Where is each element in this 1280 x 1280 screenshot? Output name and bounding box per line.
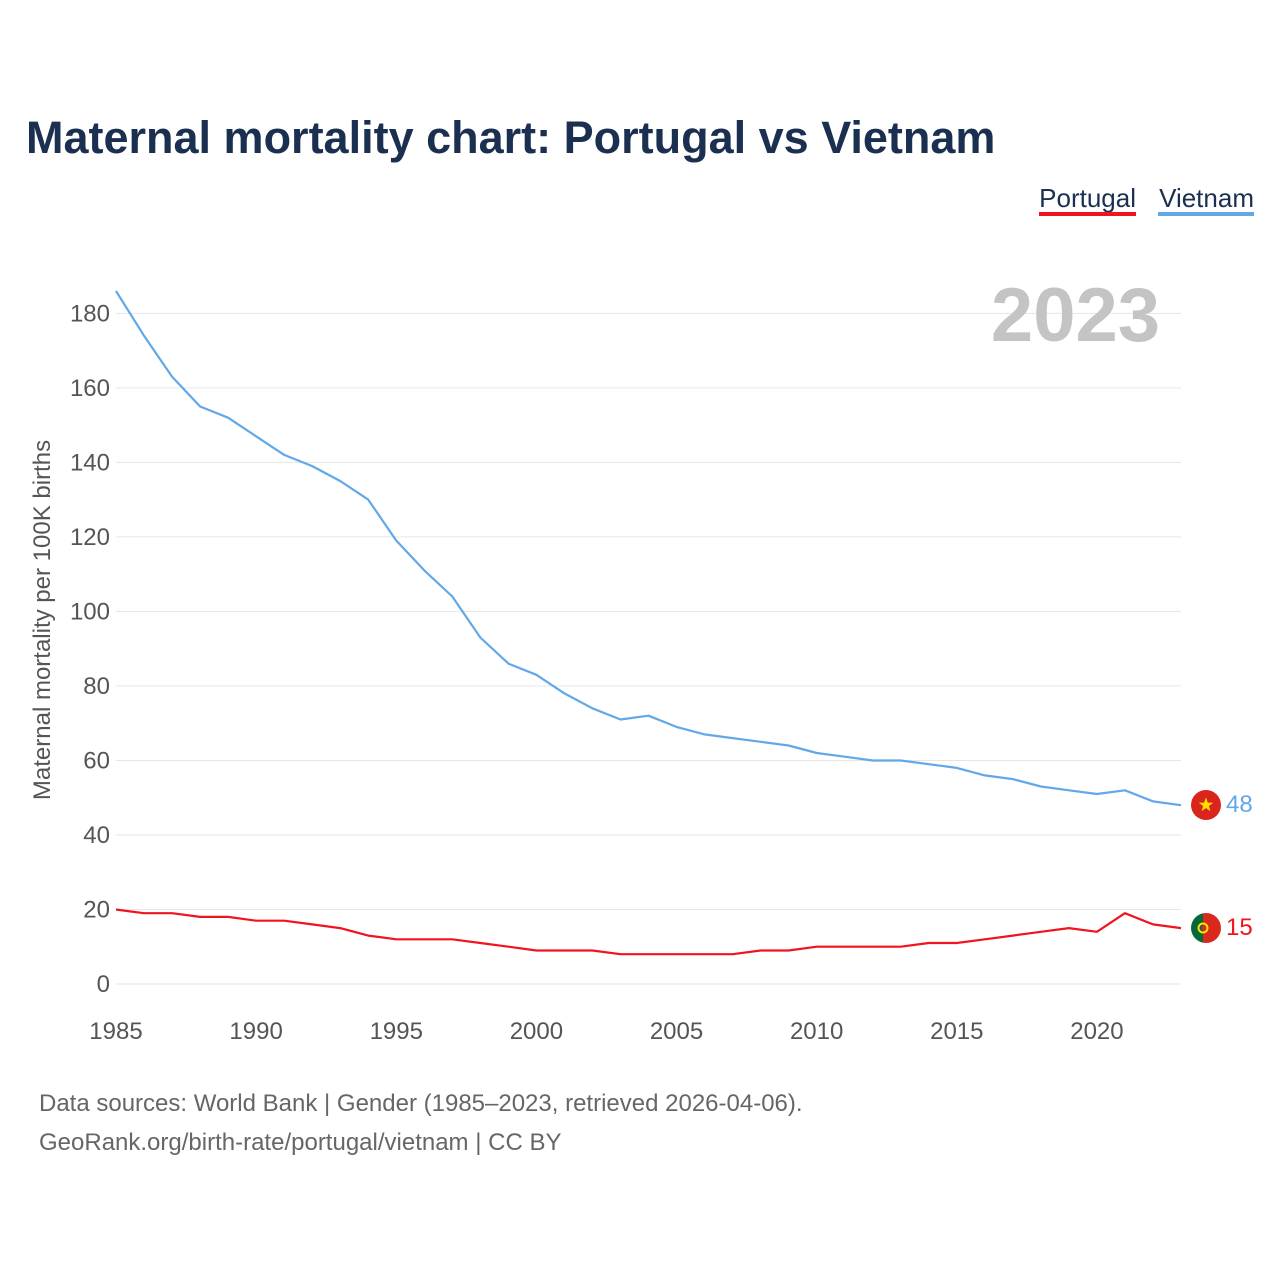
x-axis-ticks: 1985 1990 1995 2000 2005 2010 2015 2020 (89, 1018, 1123, 1045)
y-tick-label: 120 (70, 524, 110, 551)
portugal-end-value: 15 (1226, 914, 1253, 941)
series-line-portugal (115, 908, 1182, 956)
y-tick-label: 180 (70, 300, 110, 327)
y-tick-label: 140 (70, 449, 110, 476)
x-tick-label: 1985 (89, 1018, 142, 1045)
x-tick-label: 1995 (370, 1018, 423, 1045)
grid-lines (116, 312, 1181, 985)
legend-portugal-swatch (1039, 212, 1136, 216)
x-tick-label: 2015 (930, 1018, 983, 1045)
credit-link[interactable]: GeoRank.org/birth-rate/portugal/vietnam … (39, 1129, 561, 1156)
y-tick-label: 0 (97, 971, 110, 998)
y-tick-label: 80 (83, 673, 110, 700)
y-tick-label: 40 (83, 822, 110, 849)
y-tick-label: 100 (70, 598, 110, 625)
x-tick-label: 2020 (1070, 1018, 1123, 1045)
legend-vietnam[interactable]: Vietnam (1159, 183, 1254, 213)
x-tick-label: 1990 (229, 1018, 282, 1045)
y-axis-label: Maternal mortality per 100K births (29, 440, 56, 800)
x-tick-label: 2010 (790, 1018, 843, 1045)
chart-title: Maternal mortality chart: Portugal vs Vi… (26, 112, 995, 163)
vietnam-flag-icon (1191, 790, 1221, 820)
x-tick-label: 2005 (650, 1018, 703, 1045)
series-lines (115, 290, 1182, 956)
y-tick-label: 20 (83, 896, 110, 923)
y-tick-label: 160 (70, 375, 110, 402)
x-tick-label: 2000 (510, 1018, 563, 1045)
vietnam-end-value: 48 (1226, 791, 1253, 818)
year-watermark: 2023 (991, 273, 1160, 358)
data-source-note: Data sources: World Bank | Gender (1985–… (39, 1090, 803, 1117)
legend-vietnam-swatch (1158, 212, 1254, 216)
y-axis-ticks: 0 20 40 60 80 100 120 140 160 180 (70, 300, 110, 998)
y-tick-label: 60 (83, 747, 110, 774)
legend-portugal[interactable]: Portugal (1039, 183, 1136, 213)
series-line-vietnam (115, 290, 1182, 807)
legend: Portugal Vietnam (1039, 183, 1254, 216)
portugal-flag-icon (1191, 913, 1221, 943)
